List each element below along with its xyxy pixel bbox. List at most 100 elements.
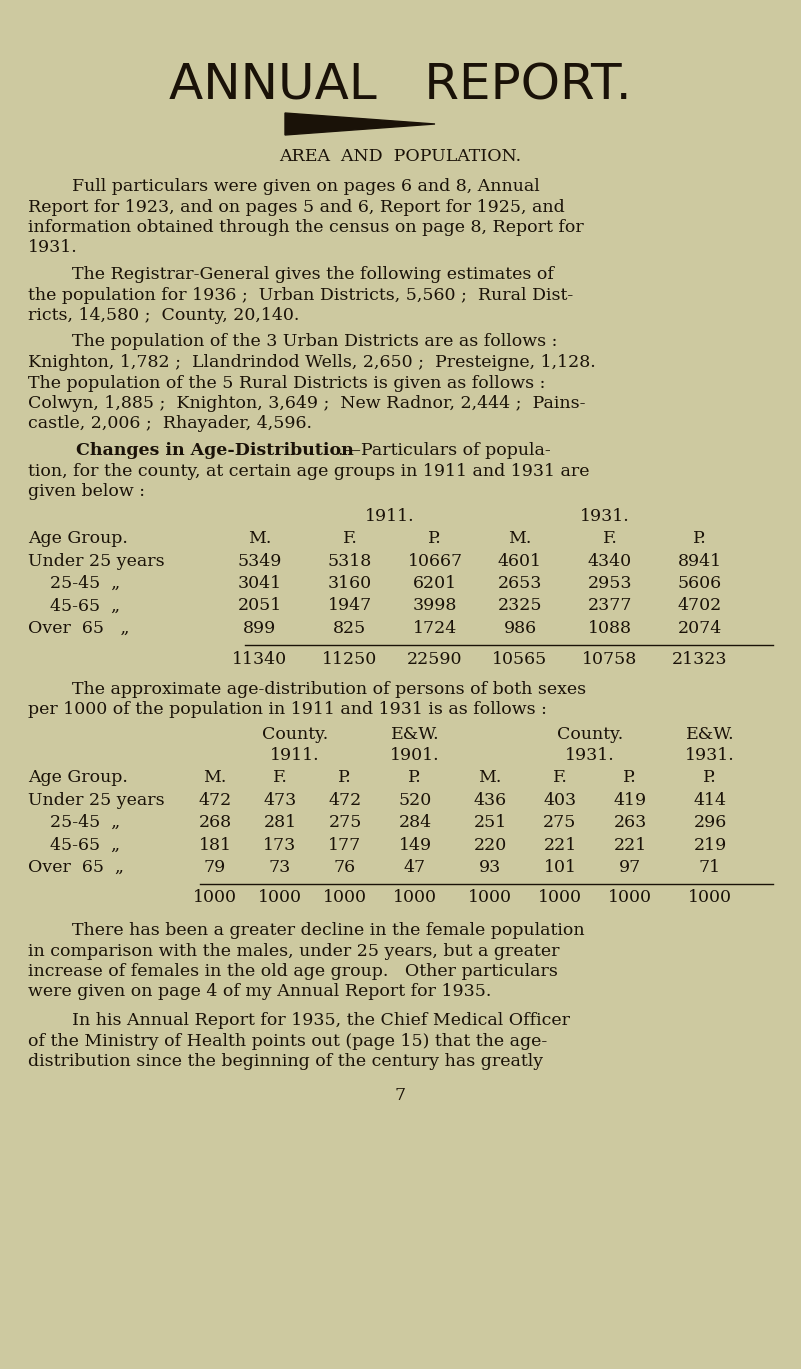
Text: 296: 296 [694,815,727,831]
Text: 1000: 1000 [688,890,732,906]
Text: M.: M. [509,530,532,548]
Text: 1931.: 1931. [685,746,735,764]
Text: 10667: 10667 [408,553,462,570]
Text: 419: 419 [614,791,646,809]
Text: 177: 177 [328,836,361,853]
Text: distribution since the beginning of the century has greatly: distribution since the beginning of the … [28,1053,543,1071]
Text: Age Group.: Age Group. [28,769,128,786]
Text: F.: F. [272,769,288,786]
Text: 11340: 11340 [232,650,288,668]
Text: increase of females in the old age group.   Other particulars: increase of females in the old age group… [28,962,557,980]
Text: Colwyn, 1,885 ;  Knighton, 3,649 ;  New Radnor, 2,444 ;  Pains-: Colwyn, 1,885 ; Knighton, 3,649 ; New Ra… [28,396,586,412]
Text: The approximate age-distribution of persons of both sexes: The approximate age-distribution of pers… [28,680,586,698]
Text: 1724: 1724 [413,620,457,637]
Text: 7: 7 [394,1087,405,1105]
Text: County.: County. [262,726,328,743]
Text: 1000: 1000 [468,890,512,906]
Text: 1000: 1000 [608,890,652,906]
Polygon shape [285,114,435,136]
Text: County.: County. [557,726,623,743]
Text: 472: 472 [328,791,361,809]
Text: 45-65  „: 45-65 „ [28,836,120,853]
Text: P.: P. [693,530,706,548]
Text: The Registrar-General gives the following estimates of: The Registrar-General gives the followin… [28,266,553,283]
Text: F.: F. [602,530,618,548]
Text: 2325: 2325 [497,597,542,615]
Text: 79: 79 [204,858,226,876]
Text: 1088: 1088 [588,620,632,637]
Text: 22590: 22590 [407,650,463,668]
Text: 1000: 1000 [258,890,302,906]
Text: in comparison with the males, under 25 years, but a greater: in comparison with the males, under 25 y… [28,942,560,960]
Text: AREA  AND  POPULATION.: AREA AND POPULATION. [279,148,521,166]
Text: 263: 263 [614,815,646,831]
Text: 2377: 2377 [588,597,632,615]
Text: 45-65  „: 45-65 „ [28,597,120,615]
Text: 101: 101 [544,858,577,876]
Text: 10565: 10565 [493,650,548,668]
Text: M.: M. [248,530,272,548]
Text: 3041: 3041 [238,575,282,591]
Text: 268: 268 [199,815,231,831]
Text: 403: 403 [543,791,577,809]
Text: castle, 2,006 ;  Rhayader, 4,596.: castle, 2,006 ; Rhayader, 4,596. [28,416,312,433]
Text: 1000: 1000 [538,890,582,906]
Text: Knighton, 1,782 ;  Llandrindod Wells, 2,650 ;  Presteigne, 1,128.: Knighton, 1,782 ; Llandrindod Wells, 2,6… [28,355,596,371]
Text: F.: F. [343,530,357,548]
Text: P.: P. [338,769,352,786]
Text: 76: 76 [334,858,356,876]
Text: 6201: 6201 [413,575,457,591]
Text: 181: 181 [199,836,231,853]
Text: .—Particulars of popula-: .—Particulars of popula- [338,442,551,459]
Text: 21323: 21323 [672,650,728,668]
Text: 1947: 1947 [328,597,372,615]
Text: 1000: 1000 [193,890,237,906]
Text: 2051: 2051 [238,597,282,615]
Text: Over  65   „: Over 65 „ [28,620,130,637]
Text: Changes in Age-Distribution: Changes in Age-Distribution [28,442,354,459]
Text: 93: 93 [479,858,501,876]
Text: 8941: 8941 [678,553,722,570]
Text: 25-45  „: 25-45 „ [28,575,120,591]
Text: 5606: 5606 [678,575,722,591]
Text: ricts, 14,580 ;  County, 20,140.: ricts, 14,580 ; County, 20,140. [28,307,300,324]
Text: 220: 220 [473,836,506,853]
Text: Report for 1923, and on pages 5 and 6, Report for 1925, and: Report for 1923, and on pages 5 and 6, R… [28,199,565,215]
Text: 275: 275 [543,815,577,831]
Text: 11250: 11250 [322,650,377,668]
Text: 414: 414 [694,791,727,809]
Text: 3998: 3998 [413,597,457,615]
Text: 4601: 4601 [498,553,542,570]
Text: Full particulars were given on pages 6 and 8, Annual: Full particulars were given on pages 6 a… [28,178,540,194]
Text: P.: P. [703,769,717,786]
Text: per 1000 of the population in 1911 and 1931 is as follows :: per 1000 of the population in 1911 and 1… [28,701,547,719]
Text: 10758: 10758 [582,650,638,668]
Text: of the Ministry of Health points out (page 15) that the age-: of the Ministry of Health points out (pa… [28,1032,547,1050]
Text: 520: 520 [398,791,432,809]
Text: 473: 473 [264,791,296,809]
Text: 4340: 4340 [588,553,632,570]
Text: 1000: 1000 [323,890,367,906]
Text: 899: 899 [244,620,276,637]
Text: 5349: 5349 [238,553,282,570]
Text: 281: 281 [264,815,296,831]
Text: 2953: 2953 [588,575,632,591]
Text: 986: 986 [504,620,537,637]
Text: 1901.: 1901. [390,746,440,764]
Text: 251: 251 [473,815,506,831]
Text: 219: 219 [694,836,727,853]
Text: 436: 436 [473,791,506,809]
Text: The population of the 3 Urban Districts are as follows :: The population of the 3 Urban Districts … [28,334,557,350]
Text: 1931.: 1931. [580,508,630,524]
Text: Under 25 years: Under 25 years [28,553,165,570]
Text: information obtained through the census on page 8, Report for: information obtained through the census … [28,219,584,235]
Text: The population of the 5 Rural Districts is given as follows :: The population of the 5 Rural Districts … [28,375,545,392]
Text: 221: 221 [614,836,646,853]
Text: Over  65  „: Over 65 „ [28,858,124,876]
Text: 1931.: 1931. [28,240,78,256]
Text: 25-45  „: 25-45 „ [28,815,120,831]
Text: given below :: given below : [28,483,145,500]
Text: 3160: 3160 [328,575,372,591]
Text: F.: F. [553,769,567,786]
Text: 71: 71 [699,858,721,876]
